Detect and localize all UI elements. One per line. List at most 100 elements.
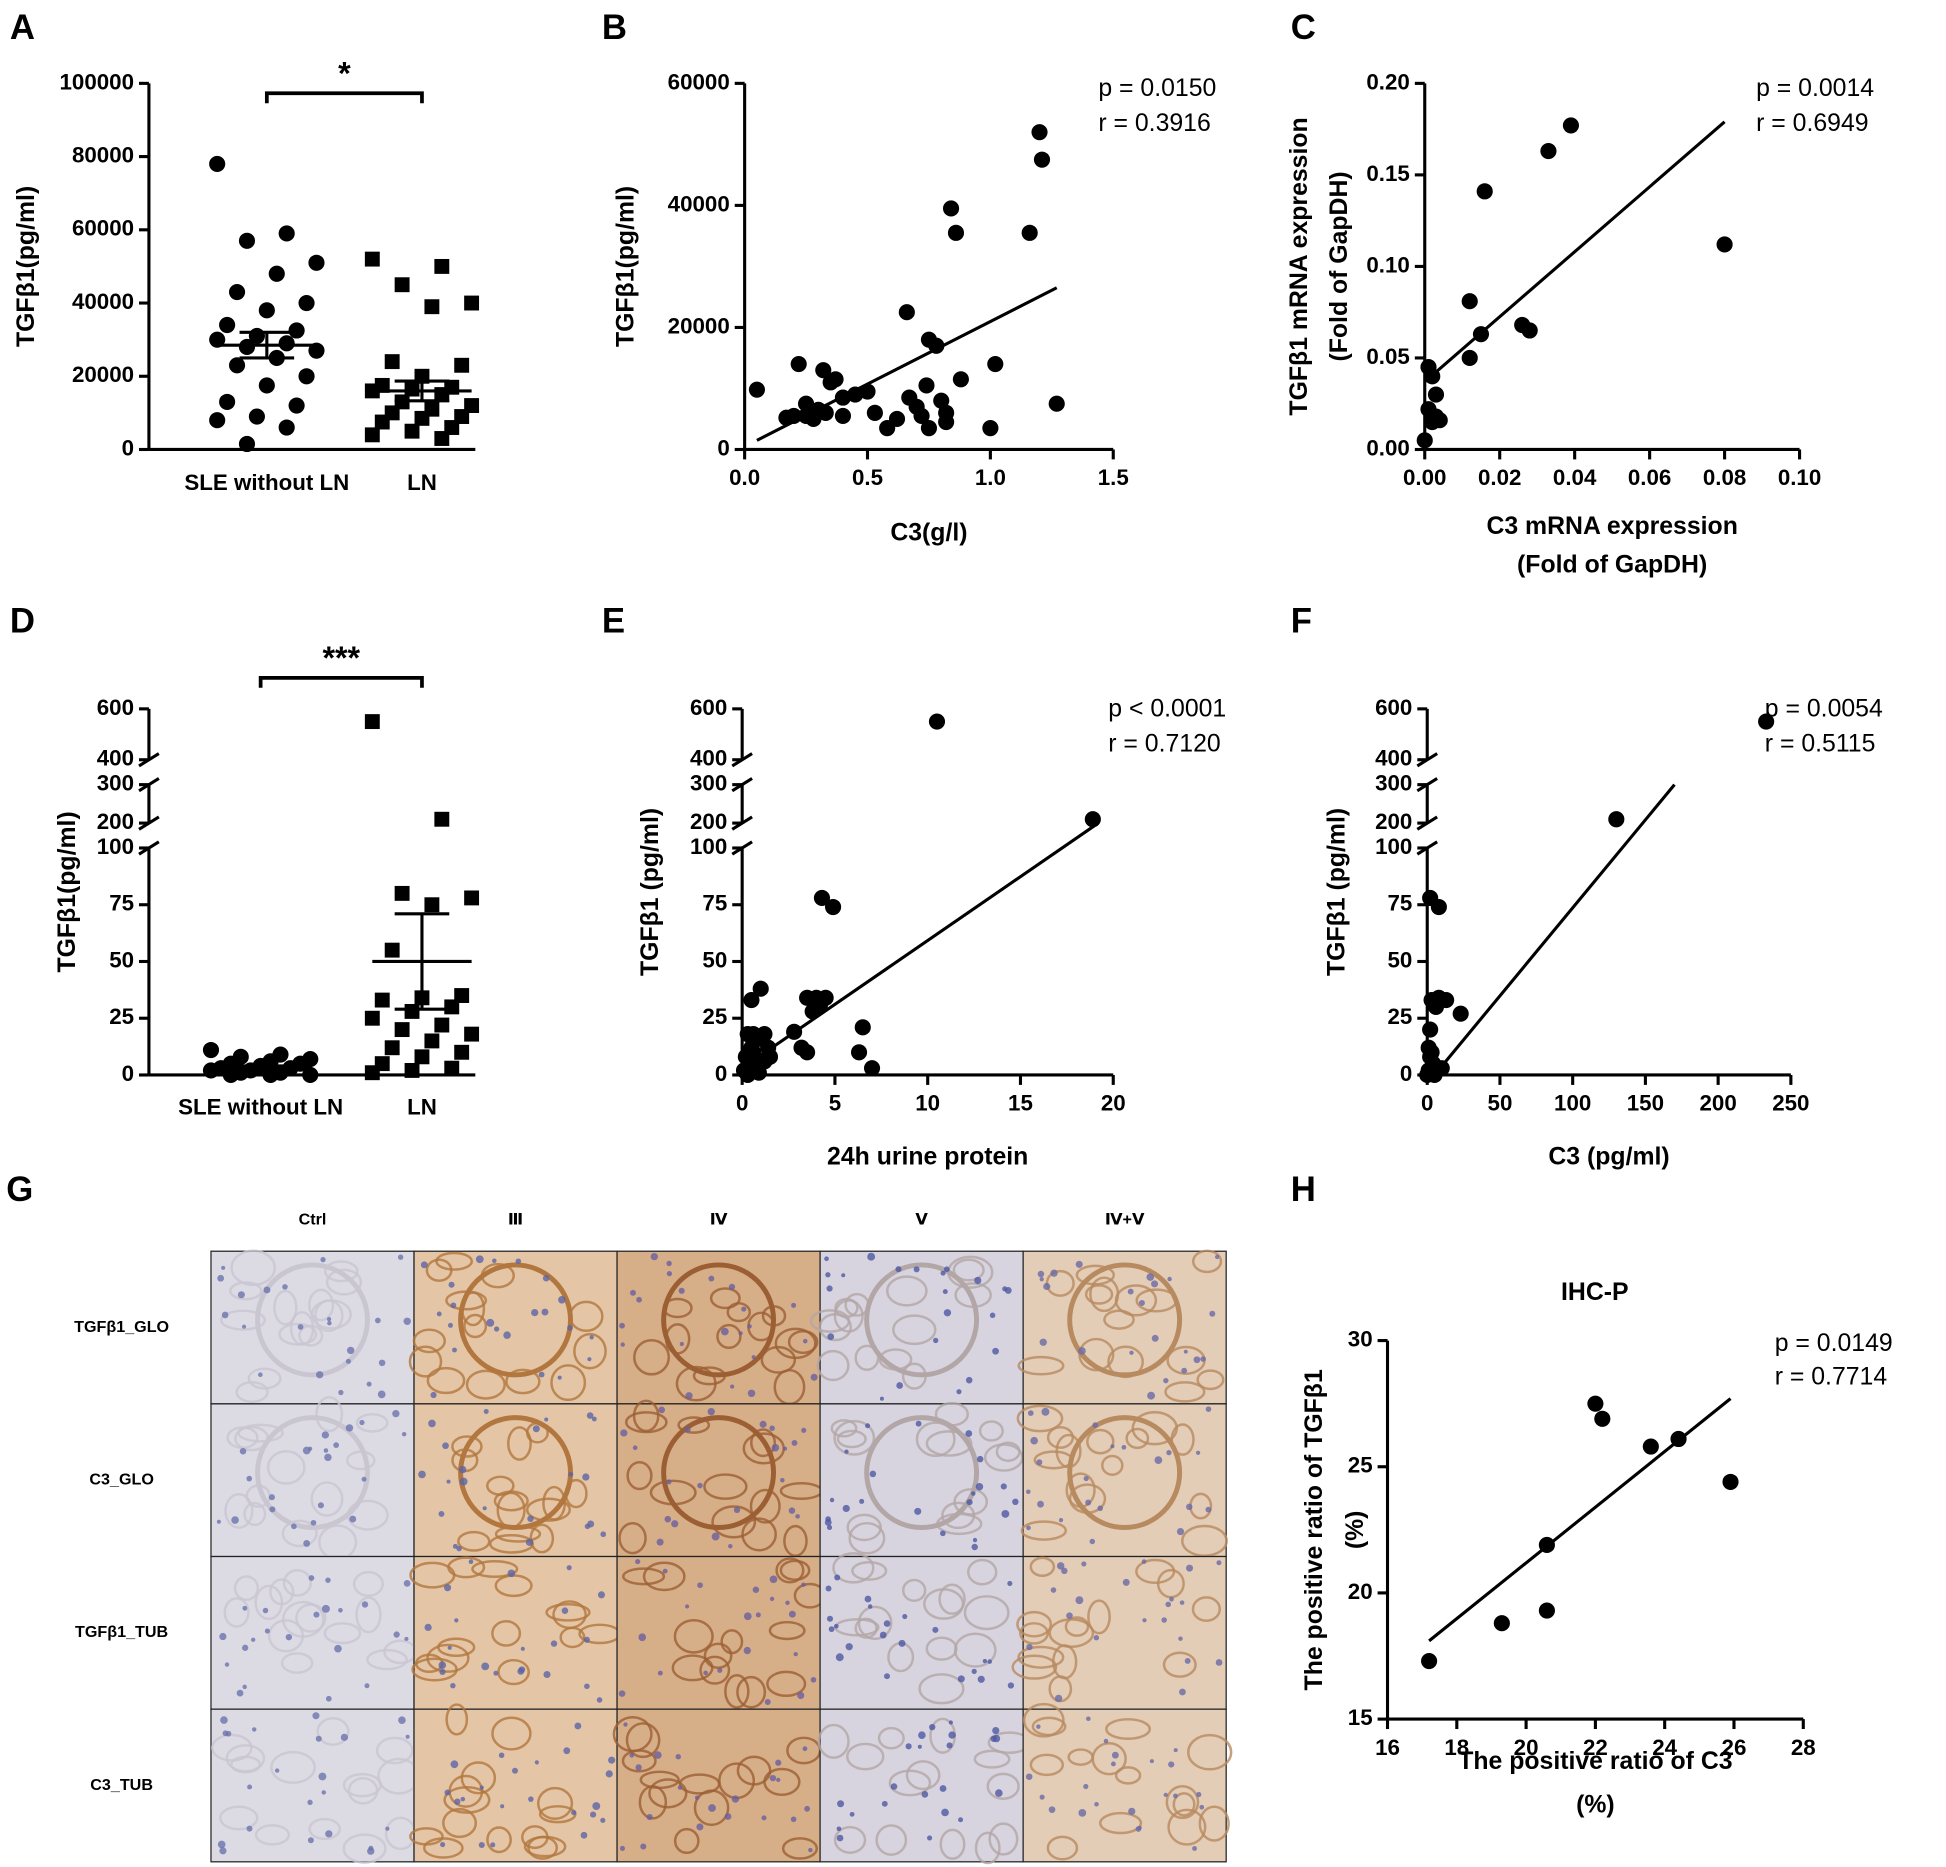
y-tick-label: 400: [1375, 746, 1412, 771]
tubule: [568, 1300, 604, 1333]
data-point: [238, 435, 256, 453]
tubule: [308, 1817, 342, 1841]
nucleus: [321, 1604, 330, 1613]
nucleus: [824, 1518, 832, 1526]
tubule: [230, 1755, 262, 1774]
nucleus: [828, 1626, 835, 1633]
tubule: [493, 1490, 529, 1512]
tubule: [355, 1596, 382, 1634]
x-tick-label: 20: [1101, 1091, 1126, 1116]
tubule: [892, 1314, 937, 1346]
nucleus: [654, 1751, 662, 1759]
glomerulus: [255, 1262, 370, 1378]
nucleus: [217, 1274, 225, 1282]
x-tick-label: 0.08: [1703, 465, 1746, 490]
tubule: [833, 1419, 876, 1456]
nucleus: [1111, 1751, 1119, 1759]
tubule: [953, 1488, 989, 1516]
data-point: [1670, 1430, 1687, 1448]
data-point: [825, 898, 842, 916]
nucleus: [708, 1275, 715, 1282]
nucleus: [751, 1355, 756, 1360]
nucleus: [241, 1324, 247, 1329]
nucleus: [404, 1636, 409, 1641]
nucleus: [971, 1491, 976, 1496]
nucleus: [1176, 1527, 1185, 1536]
nucleus: [1200, 1356, 1206, 1362]
data-point: [404, 1003, 420, 1019]
nucleus: [340, 1733, 349, 1741]
nucleus: [460, 1796, 466, 1802]
nucleus: [948, 1731, 956, 1739]
nucleus: [313, 1611, 320, 1618]
tubule: [435, 1251, 474, 1271]
tubule: [1019, 1622, 1049, 1645]
tubule: [783, 1524, 808, 1558]
data-point: [982, 420, 999, 437]
nucleus: [338, 1389, 344, 1396]
data-point: [799, 1044, 816, 1061]
nucleus: [424, 1623, 432, 1632]
y-tick-label: 200: [1375, 809, 1412, 834]
nucleus: [493, 1326, 500, 1332]
nucleus: [619, 1845, 626, 1851]
nucleus: [1196, 1791, 1202, 1798]
nucleus: [1089, 1538, 1096, 1545]
nucleus: [869, 1470, 877, 1478]
x-tick-label: 1.5: [1098, 465, 1129, 490]
nucleus: [965, 1430, 973, 1437]
tubule: [664, 1323, 691, 1355]
tubule: [1135, 1558, 1176, 1585]
data-point: [364, 1010, 380, 1026]
tubule: [925, 1430, 973, 1457]
nucleus: [1215, 1659, 1223, 1666]
nucleus: [285, 1633, 293, 1641]
tubule: [409, 1827, 444, 1846]
data-point: [424, 1033, 440, 1049]
tubule: [905, 1760, 941, 1791]
nucleus: [836, 1826, 842, 1832]
significance-bracket: [264, 91, 424, 104]
data-point: [987, 355, 1004, 373]
y-tick-label: 20000: [72, 362, 134, 387]
nucleus: [1085, 1499, 1092, 1506]
x-tick-label: 20: [1514, 1735, 1539, 1760]
tubule: [269, 1578, 295, 1606]
fit-line: [1433, 783, 1676, 1076]
nucleus: [571, 1809, 577, 1816]
nucleus: [217, 1840, 226, 1849]
nucleus: [697, 1482, 703, 1489]
nucleus: [1058, 1518, 1064, 1523]
nucleus: [743, 1612, 752, 1621]
nucleus: [1195, 1450, 1201, 1455]
nucleus: [503, 1331, 511, 1339]
nucleus: [1012, 1498, 1019, 1506]
glomerulus: [1067, 1262, 1183, 1378]
nucleus: [486, 1318, 495, 1327]
tubule: [308, 1288, 335, 1322]
nucleus: [971, 1668, 977, 1674]
nucleus: [1166, 1449, 1172, 1456]
data-point: [394, 1022, 410, 1038]
nucleus: [1030, 1436, 1038, 1445]
nucleus: [558, 1295, 566, 1304]
x-tick-label: 200: [1700, 1091, 1737, 1116]
data-point: [1594, 1410, 1611, 1427]
nucleus: [948, 1720, 953, 1725]
tubule: [463, 1313, 488, 1339]
annotation: r = 0.6949: [1756, 110, 1868, 137]
tubule: [273, 1289, 298, 1326]
tubule: [974, 1831, 1001, 1865]
nucleus: [1075, 1596, 1084, 1605]
panel-letter: G: [6, 1171, 33, 1209]
y-tick-label: 0.05: [1366, 344, 1409, 369]
nucleus: [738, 1331, 743, 1336]
nucleus: [308, 1446, 313, 1451]
tubule: [760, 1345, 797, 1374]
nucleus: [867, 1252, 876, 1261]
y-tick-label: 200: [690, 809, 727, 834]
tubule: [220, 1309, 267, 1331]
nucleus: [1025, 1773, 1033, 1780]
nucleus: [958, 1817, 964, 1823]
nucleus: [995, 1789, 1003, 1797]
